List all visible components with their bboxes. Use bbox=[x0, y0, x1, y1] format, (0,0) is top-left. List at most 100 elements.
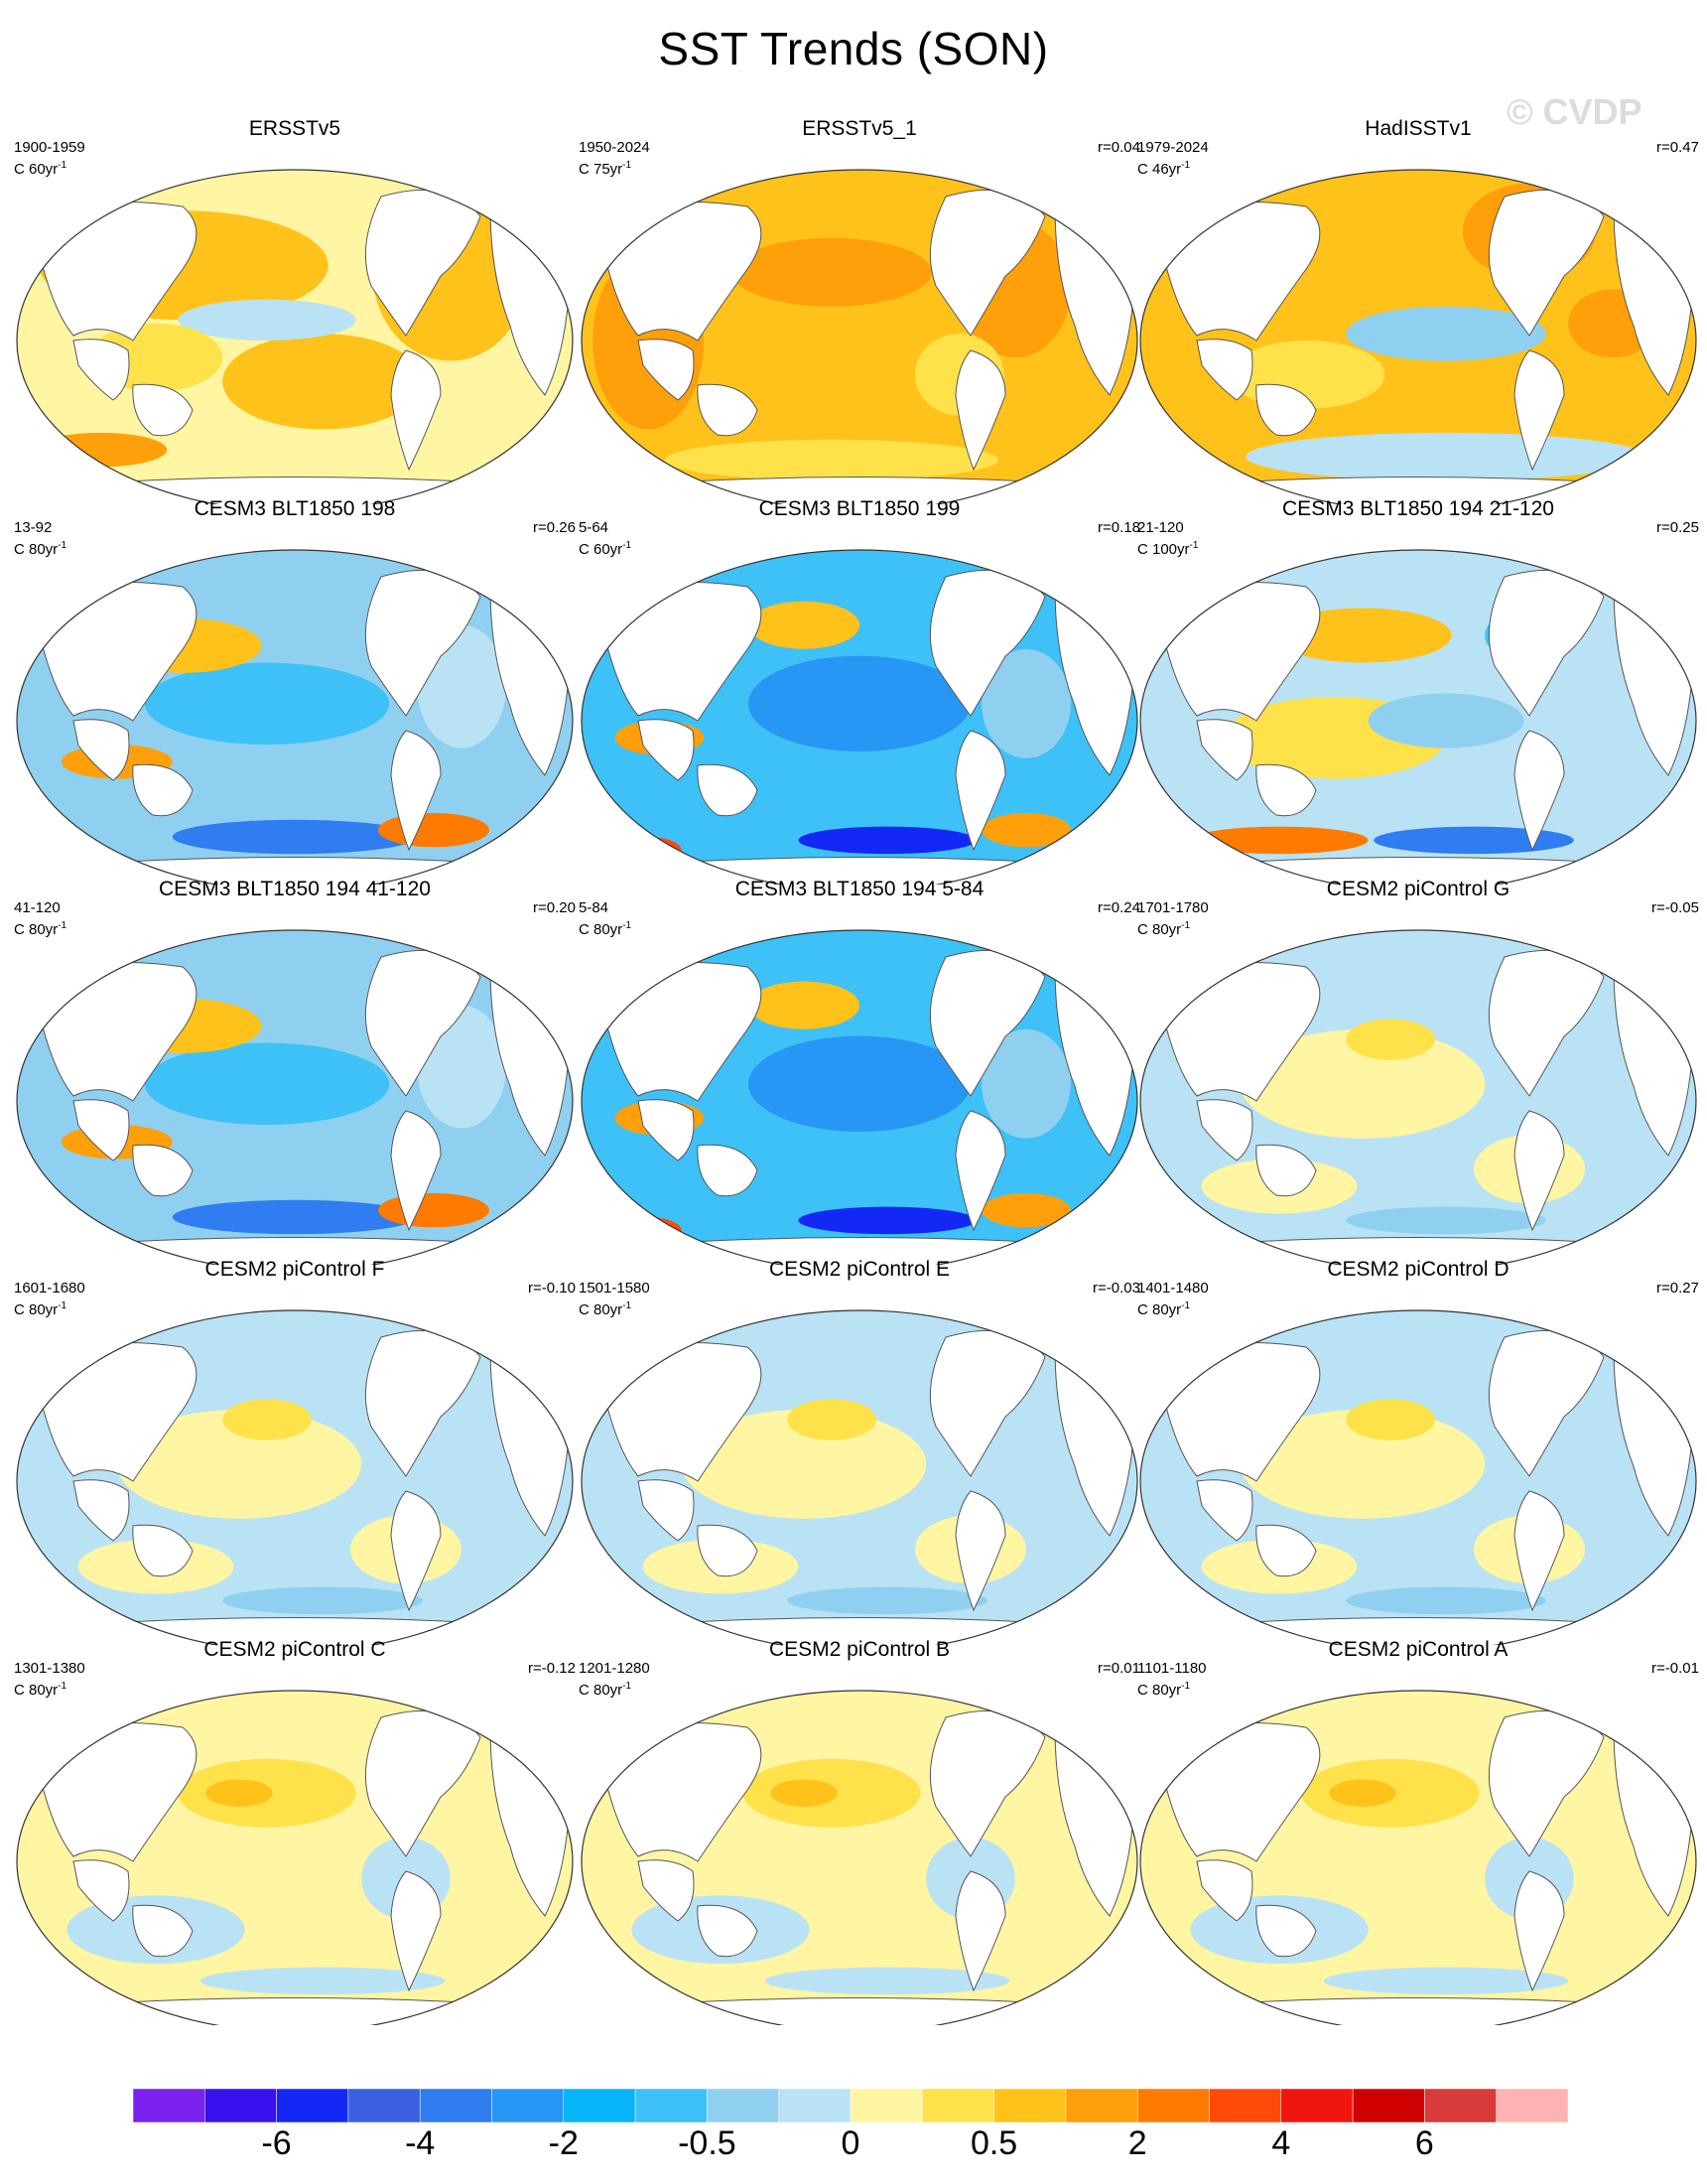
map-border bbox=[1139, 1309, 1697, 1645]
trend-anomaly bbox=[1346, 306, 1546, 361]
colorbar-swatch bbox=[347, 2089, 421, 2122]
panel-title: HadISSTv1 bbox=[1365, 117, 1472, 140]
colorbar-swatch bbox=[204, 2089, 277, 2122]
landmass-south-america bbox=[1513, 1110, 1565, 1232]
landmass-australia bbox=[132, 1144, 194, 1197]
map-panel: ERSSTv5_1 1950-2024 C 75yr-1 r=0.04 bbox=[579, 117, 1140, 504]
map-panel: CESM2 piControl B 1201-1280 C 80yr-1 r=0.01 bbox=[579, 1638, 1140, 2025]
trend-scale-label: C 75yr-1 bbox=[579, 160, 632, 178]
trend-anomaly bbox=[748, 1035, 971, 1132]
landmass-south-america bbox=[955, 1870, 1006, 1992]
trend-scale-label: C 80yr-1 bbox=[1137, 1300, 1191, 1318]
trend-anomaly bbox=[681, 1409, 927, 1519]
pattern-correlation: r=0.47 bbox=[1656, 139, 1699, 156]
panel-title: CESM3 BLT1850 198 bbox=[194, 497, 396, 520]
landmass-antarctica bbox=[17, 1997, 573, 2025]
trend-anomaly bbox=[982, 1028, 1071, 1139]
trend-anomaly bbox=[787, 1586, 987, 1615]
colorbar-swatch bbox=[1065, 2089, 1138, 2122]
landmass-south-america bbox=[390, 349, 442, 472]
landmass-south-america bbox=[955, 1490, 1006, 1612]
colorbar-tick-label: 4 bbox=[1271, 2124, 1291, 2162]
period-label: 1900-1959 bbox=[14, 139, 85, 156]
pattern-correlation: r=0.25 bbox=[1656, 519, 1699, 536]
map-border bbox=[1139, 1690, 1697, 2025]
pattern-correlation: r=-0.03 bbox=[1093, 1280, 1140, 1297]
panel-title: ERSSTv5 bbox=[248, 117, 341, 140]
trend-anomaly bbox=[172, 819, 418, 855]
landmass-south-asia bbox=[637, 1859, 695, 1922]
sst-trend-map bbox=[581, 1309, 1138, 1645]
trend-scale-label: C 80yr-1 bbox=[579, 1681, 632, 1699]
panel-title: CESM2 piControl A bbox=[1328, 1638, 1509, 1661]
trend-anomaly bbox=[787, 1399, 876, 1440]
landmass-antarctica bbox=[1140, 1997, 1696, 2025]
landmass-south-asia bbox=[72, 1859, 130, 1922]
period-label: 1950-2024 bbox=[579, 139, 650, 156]
map-panel: CESM3 BLT1850 199 5-64 C 60yr-1 r=0.18 bbox=[579, 497, 1140, 885]
pattern-correlation: r=0.18 bbox=[1098, 519, 1140, 536]
trend-anomaly bbox=[1346, 1586, 1546, 1615]
trend-anomaly bbox=[614, 836, 682, 865]
panel-title: CESM2 piControl F bbox=[204, 1258, 385, 1281]
trend-anomaly bbox=[798, 1206, 977, 1235]
period-label: 1501-1580 bbox=[579, 1280, 650, 1297]
landmass-south-america bbox=[1513, 730, 1565, 852]
colorbar-swatch bbox=[563, 2089, 636, 2122]
sst-trend-map bbox=[1139, 929, 1697, 1265]
map-border bbox=[581, 169, 1138, 504]
colorbar-tick-label: 0 bbox=[841, 2124, 860, 2162]
pattern-correlation: r=0.20 bbox=[533, 899, 576, 916]
trend-anomaly bbox=[665, 439, 998, 481]
trend-anomaly bbox=[1323, 1967, 1569, 1995]
colorbar-swatch bbox=[707, 2089, 779, 2122]
trend-scale-label: C 80yr-1 bbox=[1137, 920, 1191, 938]
period-label: 5-64 bbox=[579, 519, 609, 536]
trend-scale-label: C 80yr-1 bbox=[579, 920, 632, 938]
sst-trend-map bbox=[581, 929, 1138, 1265]
trend-anomaly bbox=[222, 1586, 423, 1615]
trend-scale-label: C 80yr-1 bbox=[14, 1681, 67, 1699]
landmass-south-america bbox=[955, 730, 1006, 852]
pattern-correlation: r=0.01 bbox=[1098, 1660, 1140, 1677]
trend-anomaly bbox=[199, 1967, 446, 1995]
landmass-south-america bbox=[390, 730, 442, 852]
map-border bbox=[1139, 169, 1697, 504]
landmass-south-asia bbox=[637, 1479, 695, 1542]
panel-title: CESM3 BLT1850 194 41-120 bbox=[159, 878, 431, 900]
map-panel: CESM2 piControl A 1101-1180 C 80yr-1 r=-0.0… bbox=[1137, 1638, 1699, 2025]
map-border bbox=[581, 1309, 1138, 1645]
trend-scale-label: C 80yr-1 bbox=[579, 1300, 632, 1318]
sst-trend-map bbox=[16, 169, 574, 504]
panel-title: CESM3 BLT1850 199 bbox=[758, 497, 961, 520]
trend-anomaly bbox=[1346, 1399, 1435, 1440]
map-panel: CESM3 BLT1850 198 13-92 C 80yr-1 r=0.26 bbox=[14, 497, 576, 885]
page-title: SST Trends (SON) bbox=[658, 23, 1049, 74]
trend-anomaly bbox=[222, 334, 423, 430]
trend-scale-label: C 100yr-1 bbox=[1137, 540, 1199, 558]
panel-title: CESM2 piControl B bbox=[768, 1638, 951, 1661]
colorbar-tick-label: -4 bbox=[405, 2124, 436, 2162]
period-label: 13-92 bbox=[14, 519, 53, 536]
watermark: © CVDP bbox=[1507, 91, 1642, 132]
trend-anomaly bbox=[748, 655, 971, 751]
colorbar-tick-label: 6 bbox=[1414, 2124, 1434, 2162]
colorbar-swatch bbox=[133, 2089, 205, 2122]
colorbar-swatch bbox=[778, 2089, 852, 2122]
map-border bbox=[16, 549, 574, 885]
trend-anomaly bbox=[1374, 826, 1574, 855]
period-label: 5-84 bbox=[579, 899, 609, 916]
colorbar-swatch bbox=[419, 2089, 492, 2122]
landmass-south-america bbox=[390, 1490, 442, 1612]
landmass-australia bbox=[697, 763, 758, 817]
map-panel: CESM2 piControl D 1401-1480 C 80yr-1 r=0.27 bbox=[1137, 1258, 1699, 1645]
period-label: 1601-1680 bbox=[14, 1280, 85, 1297]
pattern-correlation: r=-0.01 bbox=[1651, 1660, 1699, 1677]
trend-anomaly bbox=[1346, 1206, 1546, 1235]
colorbar-swatch bbox=[1136, 2089, 1210, 2122]
map-border bbox=[16, 1309, 574, 1645]
landmass-australia bbox=[1255, 1904, 1317, 1958]
colorbar-swatch bbox=[1424, 2089, 1497, 2122]
landmass-south-asia bbox=[72, 719, 130, 781]
sst-trend-map bbox=[581, 169, 1138, 504]
